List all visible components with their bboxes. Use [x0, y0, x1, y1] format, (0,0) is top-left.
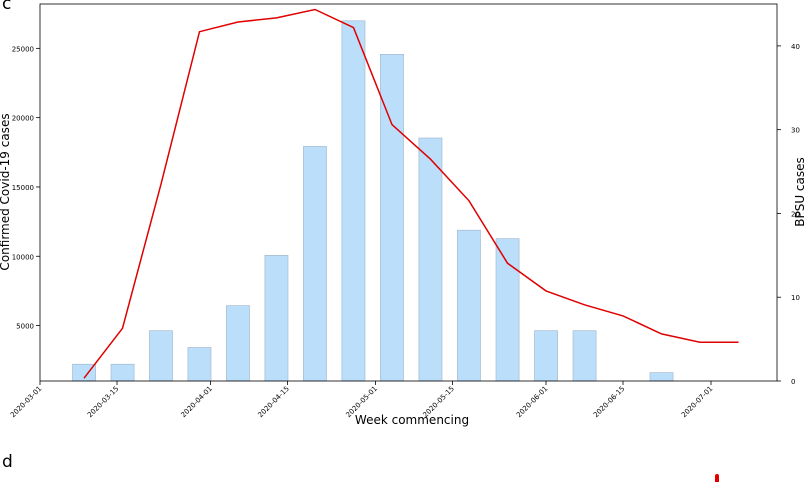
confirmed-cases-line — [83, 8, 739, 379]
bar-2020-03-30 — [187, 347, 212, 382]
left-tick-label: 10000 — [12, 253, 34, 261]
x-tick-label: 2020-06-01 — [515, 385, 549, 419]
x-tick-label: 2020-03-01 — [9, 385, 43, 419]
bar-2020-03-23 — [149, 330, 173, 382]
right-tick-label: 30 — [791, 127, 800, 135]
bar-2020-06-08 — [572, 330, 597, 382]
x-axis-label: Week commencing — [355, 413, 469, 427]
bar-2020-06-22 — [649, 372, 674, 382]
red-mark — [715, 474, 719, 482]
bar-2020-04-27 — [341, 20, 366, 382]
left-tick-label: 15000 — [12, 184, 34, 192]
panel-label-d: d — [2, 452, 13, 472]
x-tick-label: 2020-04-15 — [256, 385, 290, 419]
bar-2020-05-25 — [495, 238, 520, 382]
x-tick-label: 2020-04-01 — [179, 385, 213, 419]
left-tick-label: 5000 — [16, 323, 34, 331]
bar-2020-05-18 — [457, 229, 481, 382]
left-axis-ticks: 5000 10000 15000 20000 25000 — [12, 45, 40, 331]
line-layer — [83, 8, 739, 379]
right-tick-label: 0 — [791, 378, 795, 386]
x-tick-label: 2020-07-01 — [680, 385, 714, 419]
bars-layer — [72, 20, 674, 382]
bar-2020-04-13 — [264, 255, 289, 382]
plot-frame — [39, 3, 778, 382]
right-tick-label: 20 — [791, 210, 800, 218]
right-tick-label: 40 — [791, 43, 800, 51]
right-axis-label: BPSU cases — [793, 157, 807, 227]
x-tick-label: 2020-06-15 — [592, 385, 626, 419]
left-tick-label: 25000 — [12, 45, 34, 53]
x-tick-label: 2020-03-15 — [86, 385, 120, 419]
right-tick-label: 10 — [791, 294, 800, 302]
bar-2020-05-11 — [418, 137, 443, 382]
panel-label-c: c — [2, 0, 12, 14]
chart-svg: 5000 10000 15000 20000 25000 0 10 20 30 40 2020-… — [0, 3, 807, 427]
bar-2020-06-01 — [534, 330, 558, 382]
bar-2020-04-06 — [226, 305, 250, 382]
left-tick-label: 20000 — [12, 115, 34, 123]
left-axis-label: Confirmed Covid-19 cases — [0, 113, 12, 270]
right-axis-ticks: 0 10 20 30 40 — [777, 43, 800, 386]
bar-2020-03-16 — [110, 363, 135, 382]
bar-2020-04-20 — [303, 146, 327, 382]
